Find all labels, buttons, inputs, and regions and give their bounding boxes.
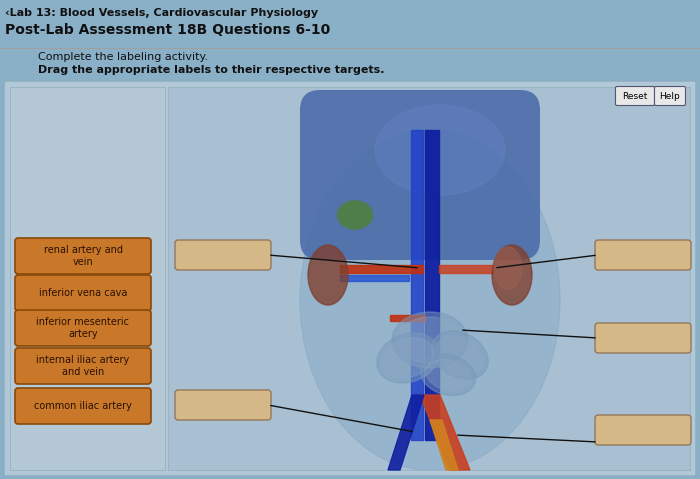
FancyBboxPatch shape bbox=[10, 87, 165, 470]
FancyBboxPatch shape bbox=[615, 87, 654, 105]
Text: ‹Lab 13: Blood Vessels, Cardiovascular Physiology: ‹Lab 13: Blood Vessels, Cardiovascular P… bbox=[5, 8, 318, 18]
FancyBboxPatch shape bbox=[300, 90, 540, 260]
Bar bbox=[411, 130, 423, 440]
Text: Post-Lab Assessment 18B Questions 6-10: Post-Lab Assessment 18B Questions 6-10 bbox=[5, 23, 330, 37]
FancyBboxPatch shape bbox=[4, 81, 696, 476]
Ellipse shape bbox=[377, 333, 439, 383]
Text: renal artery and
vein: renal artery and vein bbox=[43, 245, 122, 267]
Text: internal iliac artery
and vein: internal iliac artery and vein bbox=[36, 355, 130, 377]
Ellipse shape bbox=[432, 331, 488, 379]
Ellipse shape bbox=[382, 338, 434, 378]
FancyBboxPatch shape bbox=[15, 238, 151, 274]
Ellipse shape bbox=[392, 312, 468, 368]
Ellipse shape bbox=[421, 354, 475, 396]
Ellipse shape bbox=[437, 336, 483, 374]
FancyBboxPatch shape bbox=[595, 240, 691, 270]
Bar bbox=[439, 265, 494, 273]
Bar bbox=[390, 315, 425, 321]
Polygon shape bbox=[420, 395, 470, 470]
Text: Help: Help bbox=[659, 91, 680, 101]
FancyBboxPatch shape bbox=[15, 388, 151, 424]
Ellipse shape bbox=[300, 130, 560, 470]
FancyBboxPatch shape bbox=[168, 87, 690, 470]
FancyBboxPatch shape bbox=[15, 275, 151, 311]
FancyBboxPatch shape bbox=[654, 87, 685, 105]
Ellipse shape bbox=[426, 359, 470, 391]
Bar bbox=[340, 275, 409, 281]
Text: Complete the labeling activity.: Complete the labeling activity. bbox=[38, 52, 208, 62]
Text: common iliac artery: common iliac artery bbox=[34, 401, 132, 411]
Ellipse shape bbox=[494, 247, 522, 289]
Text: Reset: Reset bbox=[622, 91, 648, 101]
FancyBboxPatch shape bbox=[15, 310, 151, 346]
Bar bbox=[425, 130, 439, 440]
FancyBboxPatch shape bbox=[15, 348, 151, 384]
Text: inferior vena cava: inferior vena cava bbox=[38, 288, 127, 298]
Ellipse shape bbox=[308, 245, 348, 305]
Text: inferior mesenteric
artery: inferior mesenteric artery bbox=[36, 317, 130, 339]
FancyBboxPatch shape bbox=[595, 323, 691, 353]
FancyBboxPatch shape bbox=[595, 415, 691, 445]
Ellipse shape bbox=[397, 317, 463, 363]
Ellipse shape bbox=[375, 105, 505, 195]
FancyBboxPatch shape bbox=[175, 240, 271, 270]
Ellipse shape bbox=[337, 201, 372, 229]
Bar bbox=[340, 265, 423, 273]
Polygon shape bbox=[388, 395, 424, 470]
Text: Drag the appropriate labels to their respective targets.: Drag the appropriate labels to their res… bbox=[38, 65, 384, 75]
Polygon shape bbox=[430, 420, 458, 470]
FancyBboxPatch shape bbox=[175, 390, 271, 420]
Ellipse shape bbox=[492, 245, 532, 305]
